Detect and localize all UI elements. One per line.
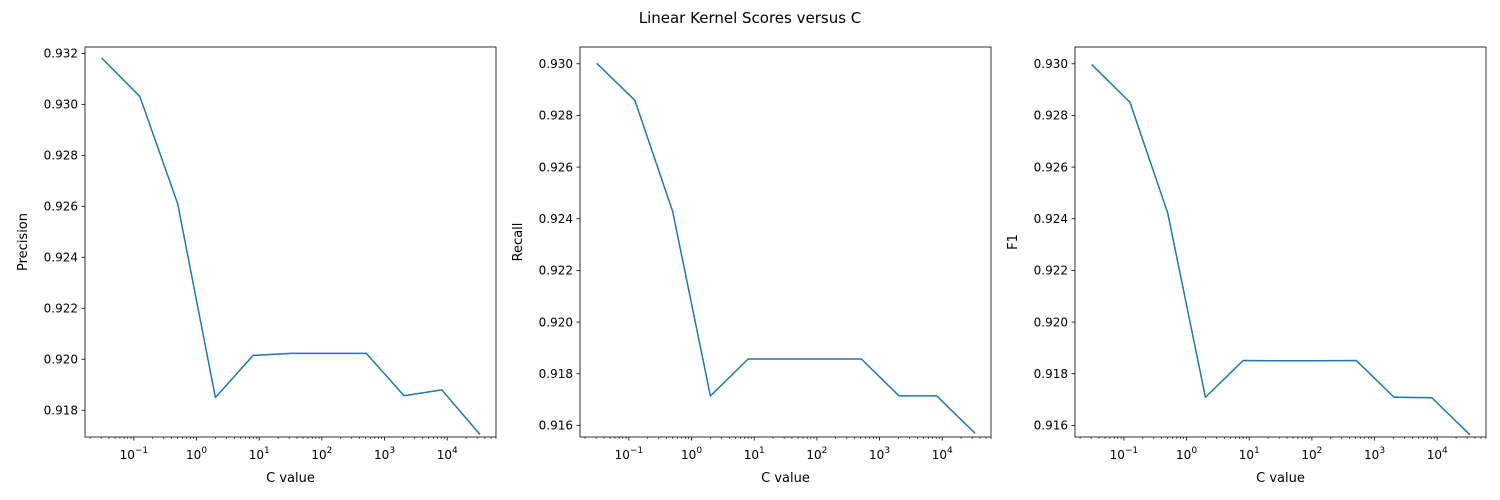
x-tick-label: 102 — [806, 446, 827, 462]
x-tick-label: 10−1 — [1110, 446, 1139, 462]
y-tick-label: 0.924 — [1034, 212, 1068, 226]
x-tick-label: 100 — [681, 446, 702, 462]
x-axis-label: C value — [761, 471, 810, 486]
y-axis-label: Precision — [16, 213, 31, 271]
y-tick-label: 0.930 — [1034, 57, 1068, 71]
x-tick-label: 103 — [869, 446, 890, 462]
x-tick-label: 10−1 — [120, 446, 149, 462]
y-tick-label: 0.922 — [44, 302, 78, 316]
x-tick-label: 101 — [1239, 446, 1260, 462]
y-tick-label: 0.922 — [539, 264, 573, 278]
series-line-recall — [596, 62, 976, 434]
series-line-precision — [101, 57, 481, 435]
y-tick-label: 0.930 — [44, 98, 78, 112]
x-tick-label: 103 — [374, 446, 395, 462]
x-tick-label: 101 — [744, 446, 765, 462]
axes-frame — [84, 46, 497, 438]
y-tick-label: 0.920 — [1034, 315, 1068, 329]
subplot-f1: 10−1 100 101 102 103 104 0.916 0.918 0.920 0.922 0… — [1006, 46, 1487, 486]
y-tick-label: 0.916 — [539, 419, 573, 433]
y-axis-label: F1 — [1006, 234, 1021, 250]
y-tick-label: 0.918 — [539, 367, 573, 381]
x-tick-label: 100 — [186, 446, 207, 462]
subplot-recall: 10−1 100 101 102 103 104 0.916 0.918 0.920 0.922 0… — [511, 46, 992, 486]
y-tick-label: 0.918 — [44, 404, 78, 418]
x-tick-label: 102 — [311, 446, 332, 462]
y-tick-label: 0.918 — [1034, 367, 1068, 381]
y-tick-label: 0.926 — [44, 200, 78, 214]
x-axis-label: C value — [266, 471, 315, 486]
axes-frame — [579, 46, 992, 438]
x-tick-label: 10−1 — [615, 446, 644, 462]
y-tick-label: 0.922 — [1034, 264, 1068, 278]
x-tick-label: 103 — [1364, 446, 1385, 462]
y-tick-label: 0.924 — [44, 251, 78, 265]
y-tick-label: 0.920 — [539, 315, 573, 329]
y-tick-label: 0.928 — [539, 109, 573, 123]
y-tick-label: 0.926 — [1034, 160, 1068, 174]
series-line-f1 — [1091, 64, 1471, 436]
x-tick-label: 100 — [1176, 446, 1197, 462]
x-tick-label: 101 — [249, 446, 270, 462]
y-tick-label: 0.916 — [1034, 419, 1068, 433]
y-tick-label: 0.928 — [44, 149, 78, 163]
subplot-precision: 10−1 100 101 102 103 104 0.918 0.920 0.922 0.924 0… — [16, 46, 497, 486]
x-tick-label: 104 — [932, 446, 953, 462]
y-tick-label: 0.924 — [539, 212, 573, 226]
y-tick-label: 0.926 — [539, 160, 573, 174]
subplots: 10−1 100 101 102 103 104 0.918 0.920 0.922 0.924 0… — [16, 46, 1487, 486]
x-tick-label: 104 — [1427, 446, 1448, 462]
y-axis-label: Recall — [511, 223, 526, 262]
x-axis-label: C value — [1256, 471, 1305, 486]
y-tick-label: 0.920 — [44, 353, 78, 367]
y-tick-label: 0.928 — [1034, 109, 1068, 123]
y-tick-label: 0.930 — [539, 57, 573, 71]
figure-title: Linear Kernel Scores versus C — [639, 9, 862, 27]
x-tick-label: 102 — [1301, 446, 1322, 462]
x-tick-label: 104 — [437, 446, 458, 462]
y-tick-label: 0.932 — [44, 47, 78, 61]
axes-frame — [1074, 46, 1487, 438]
